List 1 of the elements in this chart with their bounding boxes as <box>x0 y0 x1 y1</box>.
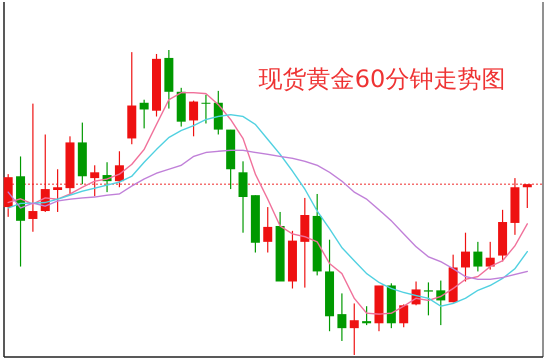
text: 现货黄金60分钟走势图 <box>258 65 506 93</box>
